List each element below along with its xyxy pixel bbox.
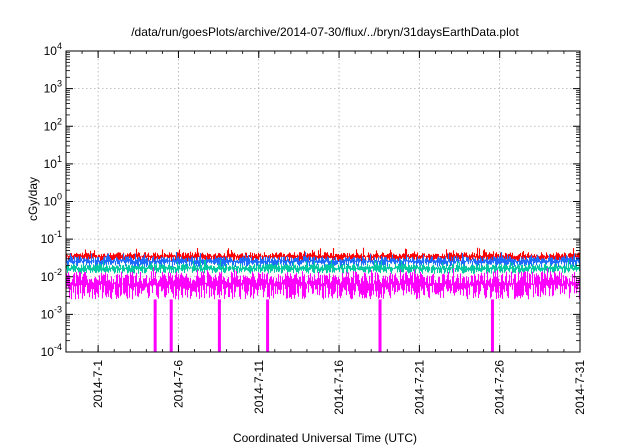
y-tick-base: 10 (41, 270, 55, 284)
x-tick-label: 2014-7-21 (412, 360, 426, 415)
grid (66, 51, 581, 352)
y-tick-label: 10-1 (41, 229, 62, 246)
series-dip (490, 299, 494, 352)
series-dip (169, 299, 173, 352)
y-axis-label: cGy/day (26, 177, 40, 221)
y-tick-label: 10-4 (41, 342, 62, 359)
x-tick-label: 2014-7-26 (493, 360, 507, 415)
chart-title: /data/run/goesPlots/archive/2014-07-30/f… (131, 25, 519, 39)
x-tick-label: 2014-7-16 (332, 360, 346, 415)
series-dip (266, 299, 270, 352)
y-tick-exponent: 4 (57, 41, 62, 51)
y-tick-base: 10 (41, 345, 55, 359)
y-tick-base: 10 (41, 307, 55, 321)
y-tick-label: 10-2 (41, 267, 62, 284)
y-tick-exponent: -2 (54, 267, 62, 277)
y-tick-exponent: -3 (54, 304, 62, 314)
y-tick-label: 102 (44, 116, 62, 133)
series-dip (378, 299, 382, 352)
y-tick-exponent: 2 (57, 116, 62, 126)
y-tick-base: 10 (44, 44, 58, 58)
series-line (65, 252, 581, 268)
y-tick-base: 10 (44, 82, 58, 96)
y-tick-label: 100 (44, 192, 62, 209)
y-tick-exponent: 0 (57, 192, 62, 202)
y-tick-exponent: -1 (54, 229, 62, 239)
x-tick-label: 2014-7-11 (252, 360, 266, 414)
series-dip (217, 299, 221, 352)
y-tick-base: 10 (44, 195, 58, 209)
x-tick-label: 2014-7-1 (91, 360, 105, 408)
x-tick-label: 2014-7-6 (171, 360, 185, 408)
y-tick-base: 10 (44, 119, 58, 133)
y-tick-base: 10 (44, 157, 58, 171)
y-tick-label: 103 (44, 79, 62, 96)
y-tick-label: 104 (44, 41, 62, 58)
y-tick-exponent: 1 (57, 154, 62, 164)
x-axis-label: Coordinated Universal Time (UTC) (233, 431, 417, 445)
y-tick-label: 10-3 (41, 304, 62, 321)
y-tick-exponent: -4 (54, 342, 62, 352)
series-dip (153, 299, 157, 352)
y-tick-label: 101 (44, 154, 62, 171)
x-tick-label: 2014-7-31 (573, 360, 587, 415)
y-tick-base: 10 (41, 232, 55, 246)
y-tick-exponent: 3 (57, 79, 62, 89)
data-series (65, 247, 581, 352)
